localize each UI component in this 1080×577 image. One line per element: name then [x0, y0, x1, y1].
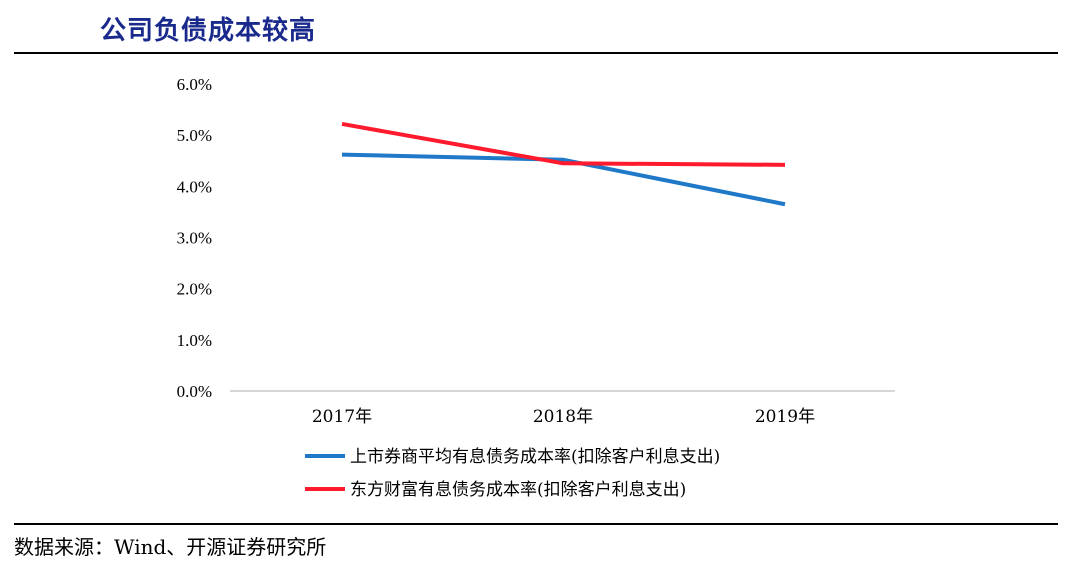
y-tick-label: 3.0% [177, 229, 212, 248]
series-line [341, 121, 786, 167]
y-tick-label: 6.0% [177, 75, 212, 94]
y-tick-label: 2.0% [177, 280, 212, 299]
top-divider [14, 52, 1058, 54]
x-tick-label: 2018年 [533, 407, 593, 427]
y-tick-label: 5.0% [177, 126, 212, 145]
data-source: 数据来源：Wind、开源证券研究所 [14, 535, 327, 559]
y-tick-label: 4.0% [177, 177, 212, 196]
bottom-divider [14, 523, 1058, 525]
y-tick-label: 1.0% [177, 331, 212, 350]
legend-label: 东方财富有息债务成本率(扣除客户利息支出) [350, 480, 686, 500]
legend-label: 上市券商平均有息债务成本率(扣除客户利息支出) [350, 447, 720, 467]
x-tick-label: 2017年 [312, 407, 372, 427]
x-tick-label: 2019年 [755, 407, 815, 427]
chart-title: 公司负债成本较高 [100, 16, 317, 46]
y-tick-label: 0.0% [177, 382, 212, 401]
series-line [341, 152, 786, 207]
